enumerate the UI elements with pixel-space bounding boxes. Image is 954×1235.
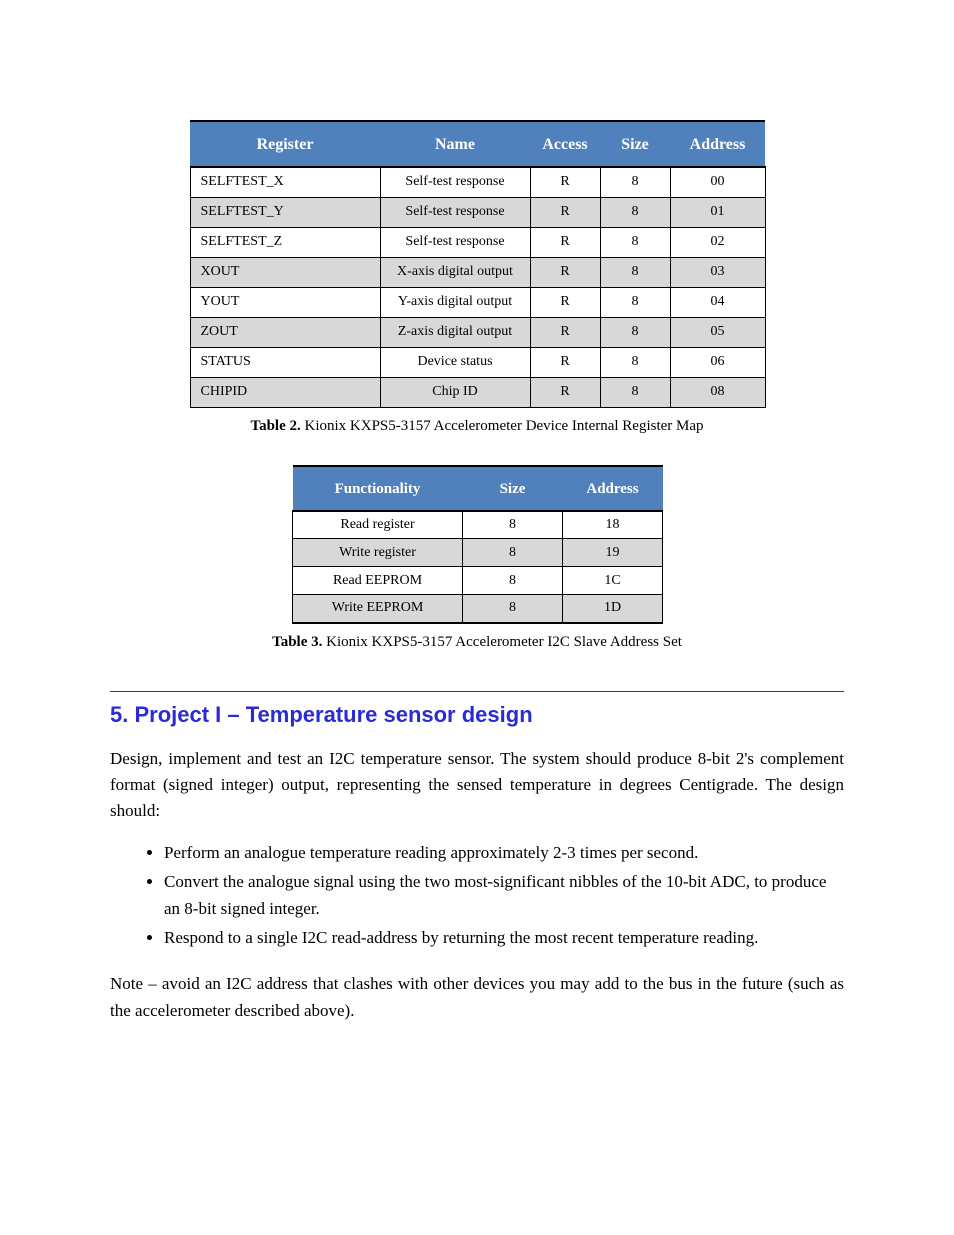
table-2-caption: Table 3. Kionix KXPS5-3157 Accelerometer…: [110, 634, 844, 651]
table-row: Read register 8 18: [293, 511, 663, 539]
t1-h-register: Register: [190, 121, 380, 167]
table-row: Write EEPROM 8 1D: [293, 595, 663, 623]
cell-name: Z-axis digital output: [380, 317, 530, 347]
table-2-header-row: Functionality Size Address: [293, 466, 663, 511]
cell-name: Self-test response: [380, 227, 530, 257]
cell-size: 8: [600, 197, 670, 227]
cell-access: R: [530, 377, 600, 407]
cell-size: 8: [463, 595, 563, 623]
section-note: Note – avoid an I2C address that clashes…: [110, 971, 844, 1024]
t2-h-functionality: Functionality: [293, 466, 463, 511]
cell-register: STATUS: [190, 347, 380, 377]
i2c-address-table: Functionality Size Address Read register…: [292, 465, 663, 624]
table-row: CHIPID Chip ID R 8 08: [190, 377, 765, 407]
cell-access: R: [530, 287, 600, 317]
cell-register: CHIPID: [190, 377, 380, 407]
cell-address: 01: [670, 197, 765, 227]
cell-size: 8: [600, 317, 670, 347]
cell-register: XOUT: [190, 257, 380, 287]
t1-h-address: Address: [670, 121, 765, 167]
t2-h-address: Address: [563, 466, 663, 511]
cell-access: R: [530, 347, 600, 377]
t2-h-size: Size: [463, 466, 563, 511]
feature-list: Perform an analogue temperature reading …: [140, 839, 844, 952]
cell-size: 8: [463, 511, 563, 539]
list-item: Convert the analogue signal using the tw…: [164, 868, 844, 922]
cell-address: 05: [670, 317, 765, 347]
table-row: SELFTEST_Y Self-test response R 8 01: [190, 197, 765, 227]
section-paragraph: Design, implement and test an I2C temper…: [110, 746, 844, 825]
table-row: SELFTEST_X Self-test response R 8 00: [190, 167, 765, 197]
cell-func: Write EEPROM: [293, 595, 463, 623]
table-1-container: Register Name Access Size Address SELFTE…: [190, 120, 765, 408]
cell-address: 18: [563, 511, 663, 539]
cell-name: Self-test response: [380, 197, 530, 227]
table-1-caption-text: Kionix KXPS5-3157 Accelerometer Device I…: [301, 418, 704, 434]
cell-address: 1C: [563, 567, 663, 595]
cell-register: SELFTEST_Y: [190, 197, 380, 227]
table-row: XOUT X-axis digital output R 8 03: [190, 257, 765, 287]
page: Register Name Access Size Address SELFTE…: [0, 0, 954, 1235]
cell-func: Read register: [293, 511, 463, 539]
cell-name: Chip ID: [380, 377, 530, 407]
cell-name: Y-axis digital output: [380, 287, 530, 317]
cell-register: ZOUT: [190, 317, 380, 347]
table-2-caption-label: Table 3.: [272, 634, 322, 650]
cell-size: 8: [600, 347, 670, 377]
cell-address: 02: [670, 227, 765, 257]
cell-access: R: [530, 257, 600, 287]
table-row: SELFTEST_Z Self-test response R 8 02: [190, 227, 765, 257]
table-row: Read EEPROM 8 1C: [293, 567, 663, 595]
cell-access: R: [530, 167, 600, 197]
cell-address: 1D: [563, 595, 663, 623]
cell-size: 8: [463, 539, 563, 567]
table-2-container: Functionality Size Address Read register…: [292, 465, 662, 624]
cell-access: R: [530, 227, 600, 257]
cell-address: 08: [670, 377, 765, 407]
table-row: STATUS Device status R 8 06: [190, 347, 765, 377]
table-1-caption: Table 2. Kionix KXPS5-3157 Accelerometer…: [110, 418, 844, 435]
cell-address: 03: [670, 257, 765, 287]
table-row: ZOUT Z-axis digital output R 8 05: [190, 317, 765, 347]
list-item: Respond to a single I2C read-address by …: [164, 924, 844, 951]
cell-name: X-axis digital output: [380, 257, 530, 287]
cell-access: R: [530, 317, 600, 347]
t1-h-size: Size: [600, 121, 670, 167]
cell-register: SELFTEST_X: [190, 167, 380, 197]
table-1-caption-label: Table 2.: [250, 418, 300, 434]
table-2-caption-text: Kionix KXPS5-3157 Accelerometer I2C Slav…: [322, 634, 682, 650]
cell-size: 8: [600, 287, 670, 317]
cell-size: 8: [463, 567, 563, 595]
cell-size: 8: [600, 257, 670, 287]
section-heading: 5. Project I – Temperature sensor design: [110, 702, 844, 728]
list-item: Perform an analogue temperature reading …: [164, 839, 844, 866]
cell-access: R: [530, 197, 600, 227]
cell-size: 8: [600, 377, 670, 407]
t1-h-name: Name: [380, 121, 530, 167]
cell-name: Self-test response: [380, 167, 530, 197]
cell-address: 00: [670, 167, 765, 197]
table-row: YOUT Y-axis digital output R 8 04: [190, 287, 765, 317]
register-map-table: Register Name Access Size Address SELFTE…: [190, 120, 766, 408]
cell-size: 8: [600, 227, 670, 257]
t1-h-access: Access: [530, 121, 600, 167]
section-divider: [110, 691, 844, 692]
cell-func: Write register: [293, 539, 463, 567]
cell-name: Device status: [380, 347, 530, 377]
cell-address: 06: [670, 347, 765, 377]
cell-address: 19: [563, 539, 663, 567]
cell-func: Read EEPROM: [293, 567, 463, 595]
table-1-header-row: Register Name Access Size Address: [190, 121, 765, 167]
cell-size: 8: [600, 167, 670, 197]
cell-register: SELFTEST_Z: [190, 227, 380, 257]
table-row: Write register 8 19: [293, 539, 663, 567]
cell-register: YOUT: [190, 287, 380, 317]
cell-address: 04: [670, 287, 765, 317]
